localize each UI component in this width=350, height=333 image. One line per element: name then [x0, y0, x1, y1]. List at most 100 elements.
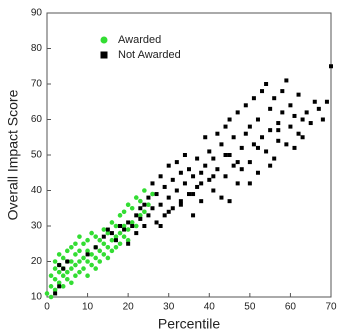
point [117, 213, 123, 218]
point [81, 241, 86, 247]
point [150, 191, 155, 197]
point [126, 220, 131, 225]
point [101, 234, 106, 239]
point [191, 174, 196, 179]
point [243, 131, 248, 136]
point [223, 153, 228, 157]
point [292, 113, 297, 118]
point [121, 209, 127, 215]
point [170, 206, 175, 211]
point [162, 213, 167, 218]
point [199, 170, 204, 175]
point [109, 231, 114, 236]
point [97, 237, 103, 243]
point [93, 234, 98, 239]
point [255, 170, 260, 175]
legend-label: Awarded [118, 34, 161, 46]
point [77, 234, 82, 239]
point [211, 174, 216, 179]
x-tick-label: 50 [244, 302, 256, 313]
point [53, 291, 58, 296]
point [211, 156, 216, 161]
point [77, 259, 82, 264]
point [178, 170, 183, 175]
point [52, 276, 58, 282]
x-tick-label: 10 [82, 302, 94, 313]
point [296, 131, 301, 136]
point [199, 199, 204, 204]
point [170, 177, 175, 182]
point [93, 255, 98, 261]
point [89, 262, 94, 268]
point [288, 103, 293, 108]
point [239, 145, 244, 150]
point [133, 223, 139, 229]
point [130, 224, 135, 228]
point [243, 103, 248, 108]
point [64, 248, 70, 254]
point [44, 291, 50, 296]
point [56, 252, 62, 257]
point [211, 188, 216, 193]
y-tick-label: 50 [31, 150, 43, 161]
point [227, 199, 232, 204]
x-axis-title: Percentile [158, 316, 220, 332]
point [129, 220, 135, 225]
point [251, 142, 256, 147]
point [121, 234, 127, 239]
point [247, 181, 252, 186]
point [247, 160, 252, 165]
point [122, 227, 127, 232]
point [89, 252, 94, 257]
point [101, 227, 107, 232]
point [227, 153, 232, 157]
point [56, 269, 62, 275]
point [154, 192, 159, 197]
point [268, 106, 273, 111]
point [255, 145, 260, 150]
point [268, 128, 273, 133]
point [118, 224, 123, 228]
point [239, 167, 244, 172]
point [276, 121, 281, 126]
point [69, 259, 74, 264]
x-tick-label: 0 [44, 302, 50, 313]
point [113, 245, 119, 250]
point [203, 163, 208, 168]
point [300, 135, 305, 140]
point [117, 230, 123, 236]
point [142, 209, 147, 215]
point [138, 216, 143, 221]
point [223, 124, 228, 129]
point [296, 92, 301, 97]
point [125, 237, 131, 243]
point [235, 110, 240, 115]
point [146, 202, 151, 207]
point [57, 284, 62, 289]
point [73, 241, 78, 247]
point [81, 266, 86, 271]
point [85, 252, 90, 257]
point [73, 252, 78, 257]
point [105, 230, 111, 236]
point [85, 237, 90, 243]
point [138, 198, 143, 204]
point [85, 259, 90, 264]
point [276, 138, 281, 143]
point [178, 199, 183, 204]
point [308, 121, 313, 126]
point [187, 192, 191, 197]
point [191, 213, 196, 218]
point [191, 192, 196, 197]
point [178, 202, 183, 207]
point [203, 135, 208, 140]
point [227, 117, 232, 122]
legend-marker [100, 36, 108, 44]
point [255, 117, 260, 122]
point [174, 160, 179, 165]
point [272, 156, 277, 161]
point [207, 149, 212, 154]
point [89, 230, 94, 236]
point [97, 248, 103, 254]
